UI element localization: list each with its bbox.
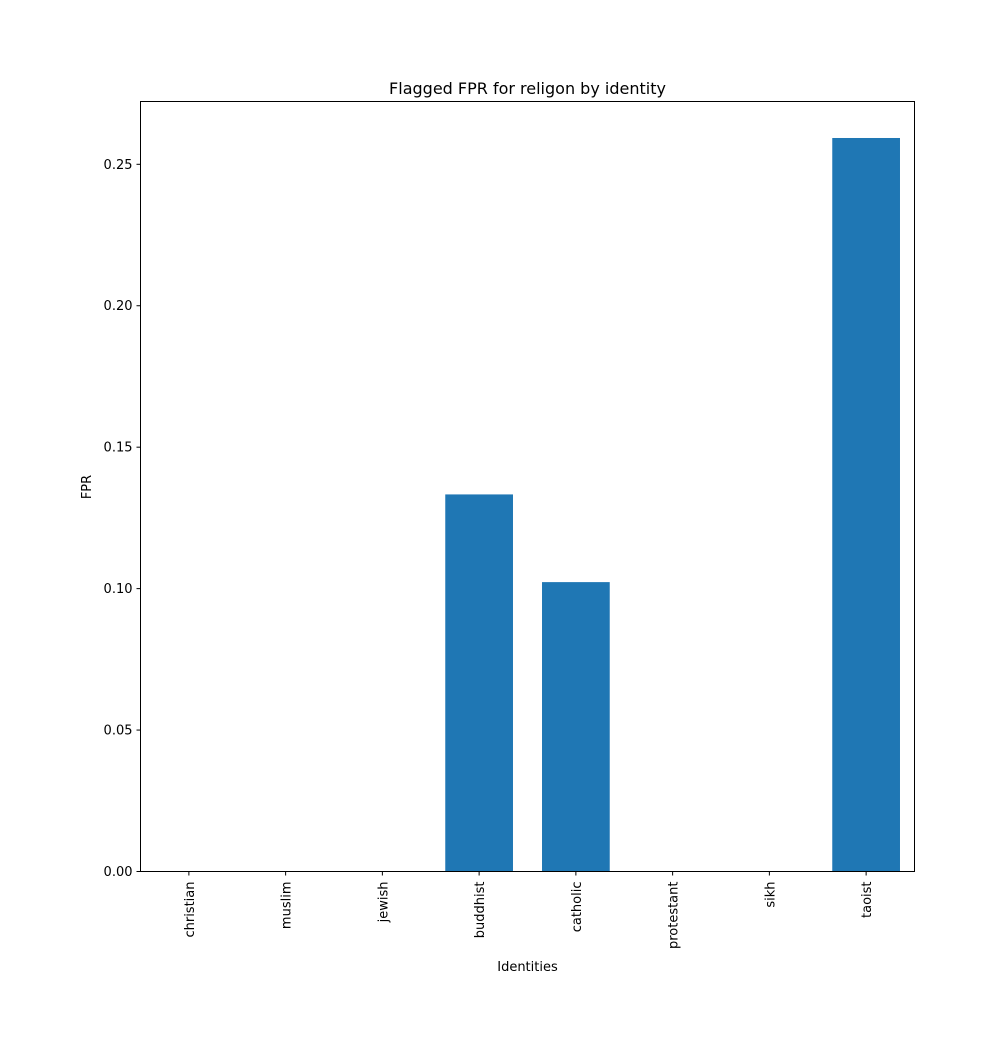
y-tick-label: 0.20 [104,299,133,314]
bars-group [445,137,900,872]
y-axis-label: FPR [80,475,95,499]
x-axis: christian muslim jewish buddhist catholic pro… [183,871,875,950]
chart-title: Flagged FPR for religon by identity [389,79,666,98]
x-tick-label-jewish: jewish [376,882,391,924]
y-axis: 0.00 0.05 0.10 0.15 0.20 0.25 [104,158,141,880]
y-tick-label: 0.10 [104,582,133,597]
bar-taoist [832,137,900,872]
y-tick-label: 0.00 [104,865,133,880]
y-tick-label: 0.05 [104,724,133,739]
x-tick-label-buddhist: buddhist [473,882,488,939]
bar-buddhist [445,494,513,872]
x-tick-label-sikh: sikh [763,882,778,908]
x-tick-label-christian: christian [183,882,198,938]
x-tick-label-taoist: taoist [860,882,875,919]
x-tick-label-catholic: catholic [570,882,585,933]
x-tick-label-protestant: protestant [667,882,682,950]
y-tick-label: 0.25 [104,158,133,173]
x-axis-label: Identities [497,960,558,975]
plot-frame [140,101,915,872]
y-tick-label: 0.15 [104,441,133,456]
bar-catholic [542,582,610,872]
x-tick-label-muslim: muslim [280,882,295,930]
